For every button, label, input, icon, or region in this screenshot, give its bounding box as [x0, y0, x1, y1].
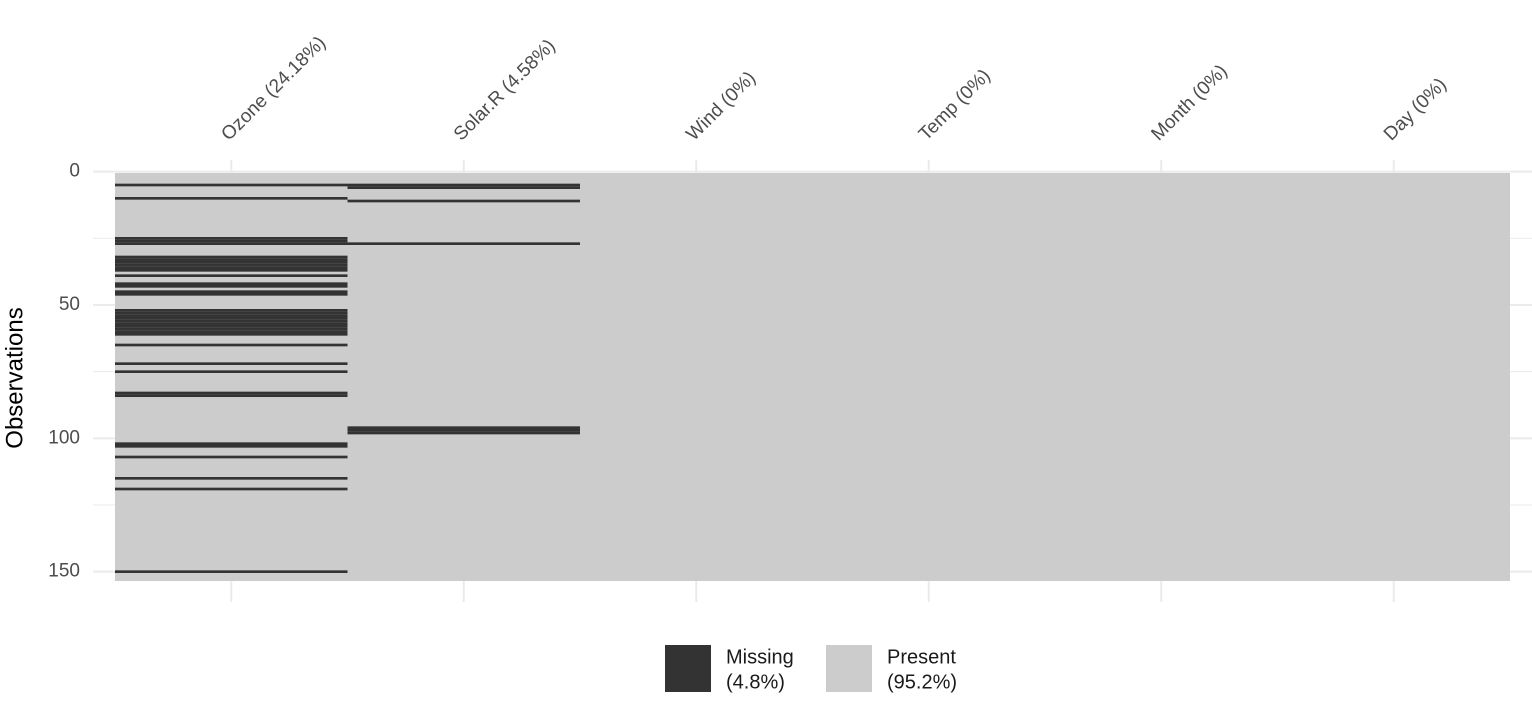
- missing-tile: [115, 322, 348, 325]
- missing-tile: [115, 263, 348, 267]
- y-tick-label: 50: [59, 294, 80, 315]
- missing-tile: [115, 333, 348, 336]
- missing-tile: [115, 242, 348, 245]
- column-label: Wind (0%): [682, 68, 760, 146]
- column-label: Solar.R (4.58%): [450, 35, 560, 145]
- missing-tile: [347, 242, 580, 245]
- legend-item: Missing (4.8%): [665, 645, 794, 693]
- missing-tile: [115, 274, 348, 277]
- missing-tile: [115, 293, 348, 296]
- legend-label: (95.2%): [887, 671, 957, 693]
- column-label: Temp (0%): [915, 65, 995, 145]
- missing-tile: [115, 391, 348, 395]
- missing-tile: [347, 186, 580, 189]
- missing-tile: [115, 239, 348, 243]
- present-tile: [580, 173, 813, 581]
- legend-swatch: [826, 645, 872, 692]
- missing-tile: [115, 445, 348, 448]
- missing-tile: [115, 327, 348, 331]
- missing-tile: [115, 269, 348, 272]
- missing-tile: [115, 362, 348, 365]
- legend-label: Present: [887, 646, 956, 668]
- missing-tile: [115, 285, 348, 288]
- legend-label: (4.8%): [726, 671, 785, 693]
- missing-tile: [115, 325, 348, 328]
- missing-tile: [115, 255, 348, 259]
- missing-tile: [115, 570, 348, 573]
- missing-tile: [115, 343, 348, 347]
- y-tick-label: 0: [69, 161, 80, 182]
- legend-item: Present (95.2%): [826, 645, 957, 693]
- missing-tile: [347, 199, 580, 203]
- missing-tile: [347, 431, 580, 435]
- missing-tile: [115, 487, 348, 491]
- missing-tile: [115, 311, 348, 315]
- present-tile: [347, 173, 580, 581]
- missing-tile: [115, 314, 348, 317]
- missing-tile: [115, 197, 348, 200]
- missing-tile: [115, 290, 348, 293]
- legend-label: Missing: [726, 646, 794, 668]
- column-label: Month (0%): [1147, 61, 1231, 145]
- missing-tile: [115, 258, 348, 261]
- missing-tile: [115, 266, 348, 269]
- missing-tile: [115, 455, 348, 459]
- missing-tile: [115, 477, 348, 480]
- missing-tile: [115, 442, 348, 445]
- missing-tile: [115, 370, 348, 373]
- missing-tile: [347, 183, 580, 187]
- present-tile: [115, 173, 348, 581]
- legend-swatch: [665, 645, 711, 692]
- missing-tile: [115, 394, 348, 397]
- present-tile: [812, 173, 1045, 581]
- missing-tile: [115, 183, 348, 187]
- present-tile: [1277, 173, 1510, 581]
- missing-tile: [347, 429, 580, 432]
- y-tick-label: 100: [48, 427, 80, 448]
- column-label: Ozone (24.18%): [217, 32, 330, 145]
- y-tick-label: 150: [48, 561, 80, 582]
- present-tile: [1045, 173, 1278, 581]
- column-label: Day (0%): [1380, 74, 1451, 145]
- missing-tile: [115, 237, 348, 240]
- missing-tile: [115, 309, 348, 312]
- missing-tile: [115, 317, 348, 320]
- missing-tile: [347, 426, 580, 429]
- y-axis-title: Observations: [1, 307, 28, 448]
- missing-tile: [115, 282, 348, 285]
- missing-tile: [115, 330, 348, 333]
- missing-tile: [115, 319, 348, 323]
- missing-tile: [115, 261, 348, 264]
